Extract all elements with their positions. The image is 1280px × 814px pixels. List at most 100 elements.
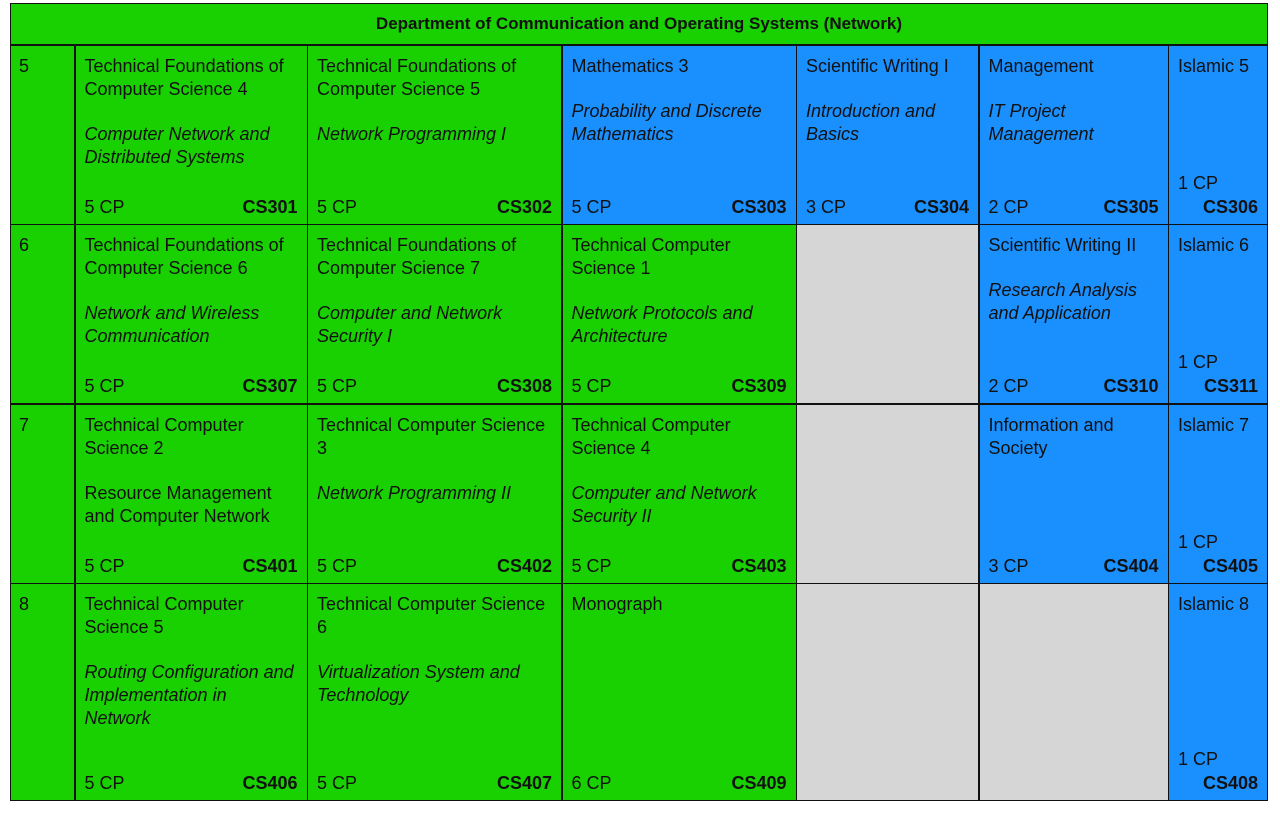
empty-cell	[979, 584, 1168, 800]
course-title: Technical Foundations of Computer Scienc…	[84, 55, 284, 99]
course-subtitle: Probability and Discrete Mathematics	[571, 100, 762, 144]
course-subtitle: Network and Wireless Communication	[84, 303, 260, 346]
course-cell-cs307: Technical Foundations of Computer Scienc…	[75, 225, 307, 403]
course-credits: 5 CP	[317, 376, 358, 396]
course-credits: 3 CP	[806, 196, 847, 217]
course-cell-cs403: Technical Computer Science 4 Computer an…	[562, 404, 796, 583]
semester-label: 8	[11, 584, 74, 800]
course-cell-cs306: Islamic 5 1 CP CS306	[1169, 45, 1267, 224]
course-credits: 5 CP	[317, 555, 358, 576]
course-title: Technical Computer Science 2	[84, 414, 244, 458]
course-title: Mathematics 3	[571, 55, 689, 76]
course-subtitle: Network Programming I	[317, 123, 507, 144]
semester-label: 5	[11, 45, 74, 224]
department-header: Department of Communication and Operatin…	[11, 4, 1267, 44]
course-code: CS303	[731, 196, 787, 217]
course-code: CS309	[731, 376, 787, 396]
course-code: CS306	[1202, 196, 1258, 217]
course-subtitle: Resource Management and Computer Network	[84, 482, 272, 526]
course-cell-cs305: Management IT Project Management 2 CP CS3…	[979, 45, 1168, 224]
empty-cell	[797, 584, 978, 800]
course-title: Technical Foundations of Computer Scienc…	[317, 55, 517, 99]
course-code: CS404	[1103, 555, 1159, 576]
course-credits: 6 CP	[571, 773, 612, 793]
course-cell-cs303: Mathematics 3 Probability and Discrete M…	[562, 45, 796, 224]
course-cell-cs308: Technical Foundations of Computer Scienc…	[308, 225, 561, 403]
course-code: CS401	[242, 555, 298, 576]
course-title: Technical Foundations of Computer Scienc…	[317, 235, 517, 278]
course-code: CS405	[1202, 555, 1258, 576]
course-code: CS304	[913, 196, 969, 217]
course-code: CS307	[242, 376, 298, 396]
course-credits: 5 CP	[84, 376, 125, 396]
course-title: Scientific Writing II	[988, 235, 1137, 255]
course-title: Technical Computer Science 5	[84, 594, 244, 637]
course-code: CS305	[1103, 196, 1159, 217]
course-code: CS409	[731, 773, 787, 793]
course-cell-cs406: Technical Computer Science 5 Routing Con…	[75, 584, 307, 800]
course-title: Technical Computer Science 1	[571, 235, 731, 278]
semester-label: 6	[11, 225, 74, 403]
course-credits: 1 CP	[1178, 172, 1219, 193]
course-subtitle: Computer Network and Distributed Systems	[84, 123, 270, 167]
course-credits: 5 CP	[571, 376, 612, 396]
course-title: Scientific Writing I	[806, 55, 949, 76]
curriculum-table: Department of Communication and Operatin…	[10, 3, 1268, 801]
course-cell-cs402: Technical Computer Science 3 Network Pro…	[308, 404, 561, 583]
course-title: Management	[988, 55, 1094, 76]
course-title: Islamic 8	[1178, 594, 1250, 614]
course-code: CS406	[242, 773, 298, 793]
course-cell-cs408: Islamic 8 1 CP CS408	[1169, 584, 1267, 800]
course-cell-cs405: Islamic 7 1 CP CS405	[1169, 404, 1267, 583]
course-code: CS302	[496, 196, 552, 217]
course-credits: 5 CP	[571, 196, 612, 217]
course-subtitle: Computer and Network Security I	[317, 303, 503, 346]
course-cell-cs304: Scientific Writing I Introduction and Ba…	[797, 45, 978, 224]
course-cell-cs309: Technical Computer Science 1 Network Pro…	[562, 225, 796, 403]
course-subtitle: Network Programming II	[317, 482, 512, 503]
course-credits: 2 CP	[988, 196, 1029, 217]
course-title: Technical Computer Science 3	[317, 414, 546, 458]
course-code: CS403	[731, 555, 787, 576]
course-title: Islamic 7	[1178, 414, 1250, 435]
course-subtitle: Virtualization System and Technology	[317, 662, 520, 705]
course-title: Technical Foundations of Computer Scienc…	[84, 235, 284, 278]
course-title: Information and Society	[988, 414, 1114, 458]
course-credits: 5 CP	[84, 196, 125, 217]
course-credits: 5 CP	[571, 555, 612, 576]
course-subtitle: IT Project Management	[988, 100, 1094, 144]
course-code: CS311	[1203, 376, 1258, 396]
semester-label: 7	[11, 404, 74, 583]
course-cell-cs401: Technical Computer Science 2 Resource Ma…	[75, 404, 307, 583]
course-title: Technical Computer Science 6	[317, 594, 546, 637]
course-subtitle: Routing Configuration and Implementation…	[84, 662, 294, 728]
course-cell-cs404: Information and Society 3 CP CS404	[979, 404, 1168, 583]
course-cell-cs310: Scientific Writing II Research Analysis …	[979, 225, 1168, 403]
course-cell-cs301: Technical Foundations of Computer Scienc…	[75, 45, 307, 224]
course-title: Technical Computer Science 4	[571, 414, 731, 458]
course-code: CS310	[1103, 376, 1159, 396]
course-credits: 5 CP	[84, 555, 125, 576]
course-title: Islamic 6	[1178, 235, 1250, 255]
course-credits: 5 CP	[84, 773, 125, 793]
course-cell-cs311: Islamic 6 1 CP CS311	[1169, 225, 1267, 403]
course-subtitle: Network Protocols and Architecture	[571, 303, 753, 346]
course-credits: 5 CP	[317, 773, 358, 793]
course-credits: 5 CP	[317, 196, 358, 217]
course-subtitle: Computer and Network Security II	[571, 482, 757, 526]
course-cell-cs302: Technical Foundations of Computer Scienc…	[308, 45, 561, 224]
course-subtitle: Research Analysis and Application	[988, 280, 1137, 323]
course-credits: 2 CP	[988, 376, 1029, 396]
empty-cell	[797, 225, 978, 403]
course-code: CS301	[242, 196, 298, 217]
course-code: CS408	[1202, 773, 1258, 793]
course-cell-cs407: Technical Computer Science 6 Virtualizat…	[308, 584, 561, 800]
course-subtitle: Introduction and Basics	[806, 100, 936, 144]
course-credits: 1 CP	[1178, 749, 1219, 769]
course-code: CS308	[496, 376, 552, 396]
course-title: Monograph	[571, 594, 663, 614]
course-code: CS402	[496, 555, 552, 576]
empty-cell	[797, 404, 978, 583]
course-code: CS407	[496, 773, 552, 793]
course-title: Islamic 5	[1178, 55, 1250, 76]
